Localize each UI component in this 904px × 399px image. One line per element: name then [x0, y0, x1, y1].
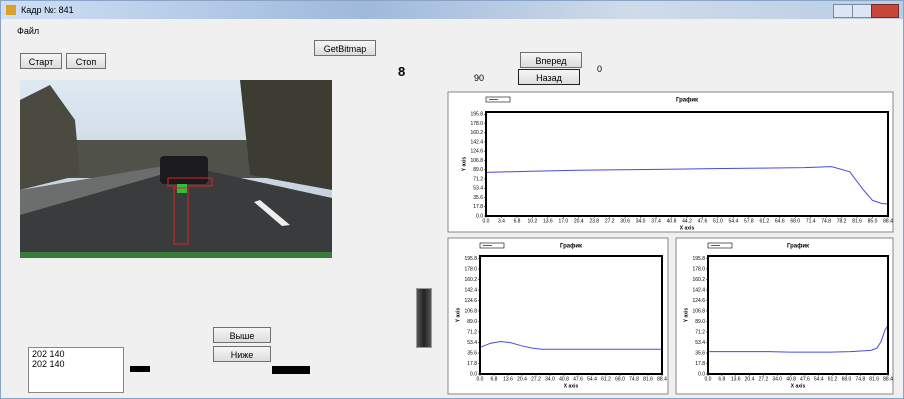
- x-tick-label: 13.6: [543, 218, 553, 224]
- x-tick-label: 74.8: [855, 376, 865, 382]
- x-tick-label: 30.6: [620, 218, 630, 224]
- x-tick-label: 68.0: [615, 376, 625, 382]
- y-tick-label: 71.2: [467, 329, 477, 335]
- x-tick-label: 6.8: [491, 376, 498, 382]
- x-tick-label: 61.2: [828, 376, 838, 382]
- x-tick-label: 27.2: [759, 376, 769, 382]
- y-tick-label: 106.8: [692, 308, 705, 314]
- y-tick-label: 178.0: [692, 266, 705, 272]
- y-tick-label: 35.6: [473, 195, 483, 201]
- x-tick-label: 20.4: [745, 376, 755, 382]
- x-tick-label: 74.8: [629, 376, 639, 382]
- y-axis-title: Y axis: [455, 308, 461, 323]
- chart-title: График: [676, 97, 698, 104]
- x-tick-label: 74.8: [821, 218, 831, 224]
- y-tick-label: 195.8: [464, 256, 477, 262]
- x-tick-label: 13.6: [503, 376, 513, 382]
- y-tick-label: 89.0: [473, 167, 483, 173]
- x-tick-label: 40.8: [786, 376, 796, 382]
- x-tick-label: 54.4: [587, 376, 597, 382]
- x-axis-title: X axis: [791, 383, 806, 389]
- x-tick-label: 6.8: [718, 376, 725, 382]
- x-tick-label: 20.4: [574, 218, 584, 224]
- y-tick-label: 178.0: [470, 121, 483, 127]
- y-tick-label: 71.2: [695, 329, 705, 335]
- x-tick-label: 71.4: [806, 218, 816, 224]
- y-tick-label: 160.2: [692, 277, 705, 283]
- y-tick-label: 17.8: [467, 361, 477, 367]
- x-tick-label: 47.6: [800, 376, 810, 382]
- y-tick-label: 89.0: [695, 319, 705, 325]
- y-tick-label: 195.8: [470, 112, 483, 118]
- y-tick-label: 195.8: [692, 256, 705, 262]
- y-tick-label: 89.0: [467, 319, 477, 325]
- x-tick-label: 88.4: [657, 376, 667, 382]
- page: Кадр №: 841 Файл Старт Стоп GetBitmap Вп…: [0, 0, 904, 399]
- x-tick-label: 0.0: [483, 218, 490, 224]
- y-tick-label: 17.8: [473, 204, 483, 210]
- x-tick-label: 34.0: [636, 218, 646, 224]
- x-tick-label: 3.4: [498, 218, 505, 224]
- y-tick-label: 106.8: [470, 158, 483, 164]
- x-tick-label: 27.2: [531, 376, 541, 382]
- y-tick-label: 142.4: [470, 139, 483, 145]
- x-tick-label: 37.4: [651, 218, 661, 224]
- y-tick-label: 53.4: [473, 186, 483, 192]
- y-tick-label: 106.8: [464, 308, 477, 314]
- y-tick-label: 71.2: [473, 176, 483, 182]
- x-tick-label: 68.0: [842, 376, 852, 382]
- y-tick-label: 35.6: [695, 350, 705, 356]
- x-tick-label: 88.4: [883, 376, 893, 382]
- x-tick-label: 85.0: [868, 218, 878, 224]
- x-tick-label: 47.6: [573, 376, 583, 382]
- y-axis-title: Y axis: [461, 157, 467, 172]
- y-tick-label: 124.6: [464, 298, 477, 304]
- x-tick-label: 20.4: [517, 376, 527, 382]
- x-axis-title: X axis: [680, 225, 695, 231]
- charts: График 0.0 17.8 35.6 53.4 71.2 89.0 106.8 124.6 1…: [0, 0, 904, 399]
- x-tick-label: 40.8: [559, 376, 569, 382]
- x-tick-label: 64.6: [775, 218, 785, 224]
- x-tick-label: 54.4: [729, 218, 739, 224]
- x-tick-label: 34.0: [772, 376, 782, 382]
- x-tick-label: 51.0: [713, 218, 723, 224]
- x-tick-label: 0.0: [477, 376, 484, 382]
- x-tick-label: 40.8: [667, 218, 677, 224]
- x-tick-label: 0.0: [705, 376, 712, 382]
- chart-title: График: [787, 243, 809, 250]
- y-tick-label: 53.4: [467, 340, 477, 346]
- x-tick-label: 88.4: [883, 218, 893, 224]
- x-tick-label: 81.6: [852, 218, 862, 224]
- y-tick-label: 53.4: [695, 340, 705, 346]
- x-tick-label: 6.8: [513, 218, 520, 224]
- x-tick-label: 78.2: [837, 218, 847, 224]
- y-tick-label: 160.2: [464, 277, 477, 283]
- x-tick-label: 23.8: [589, 218, 599, 224]
- x-tick-label: 81.6: [869, 376, 879, 382]
- x-tick-label: 13.6: [731, 376, 741, 382]
- x-tick-label: 10.2: [528, 218, 538, 224]
- x-axis-title: X axis: [564, 383, 579, 389]
- y-tick-label: 178.0: [464, 266, 477, 272]
- y-tick-label: 124.6: [470, 149, 483, 155]
- y-axis-title: Y axis: [683, 308, 689, 323]
- y-tick-label: 124.6: [692, 298, 705, 304]
- y-tick-label: 17.8: [695, 361, 705, 367]
- x-tick-label: 34.0: [545, 376, 555, 382]
- x-tick-label: 44.2: [682, 218, 692, 224]
- y-tick-label: 142.4: [692, 287, 705, 293]
- x-tick-label: 61.2: [601, 376, 611, 382]
- x-tick-label: 61.2: [759, 218, 769, 224]
- x-tick-label: 54.4: [814, 376, 824, 382]
- x-tick-label: 68.0: [790, 218, 800, 224]
- x-tick-label: 57.8: [744, 218, 754, 224]
- y-tick-label: 35.6: [467, 350, 477, 356]
- x-tick-label: 81.6: [643, 376, 653, 382]
- chart-title: График: [560, 243, 582, 250]
- x-tick-label: 47.6: [698, 218, 708, 224]
- x-tick-label: 17.0: [558, 218, 568, 224]
- y-tick-label: 160.2: [470, 130, 483, 136]
- x-tick-label: 27.2: [605, 218, 615, 224]
- y-tick-label: 142.4: [464, 287, 477, 293]
